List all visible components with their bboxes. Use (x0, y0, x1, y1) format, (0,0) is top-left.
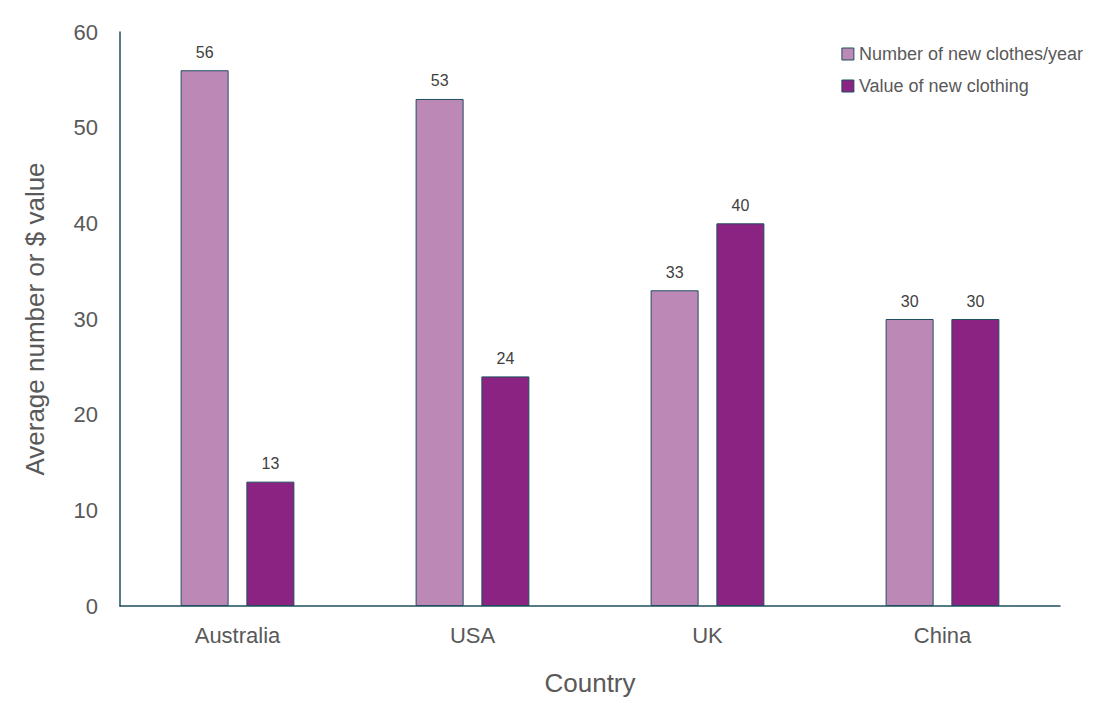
svg-text:13: 13 (261, 455, 279, 472)
svg-text:30: 30 (966, 293, 984, 310)
svg-text:Country: Country (544, 668, 635, 698)
svg-text:40: 40 (74, 211, 98, 236)
svg-text:50: 50 (74, 115, 98, 140)
svg-text:40: 40 (731, 197, 749, 214)
svg-text:24: 24 (496, 350, 514, 367)
svg-text:Value of new clothing: Value of new clothing (859, 76, 1029, 96)
svg-text:USA: USA (450, 623, 496, 648)
svg-text:33: 33 (666, 264, 684, 281)
svg-text:20: 20 (74, 402, 98, 427)
svg-text:UK: UK (692, 623, 723, 648)
svg-text:China: China (914, 623, 972, 648)
svg-text:Average number or $ value: Average number or $ value (20, 162, 50, 475)
svg-text:53: 53 (431, 72, 449, 89)
svg-text:Australia: Australia (195, 623, 281, 648)
svg-text:56: 56 (196, 44, 214, 61)
svg-text:10: 10 (74, 498, 98, 523)
svg-text:30: 30 (74, 307, 98, 332)
svg-text:60: 60 (74, 20, 98, 45)
svg-text:30: 30 (901, 293, 919, 310)
svg-text:Number of new clothes/year: Number of new clothes/year (859, 44, 1083, 64)
svg-text:0: 0 (86, 594, 98, 619)
